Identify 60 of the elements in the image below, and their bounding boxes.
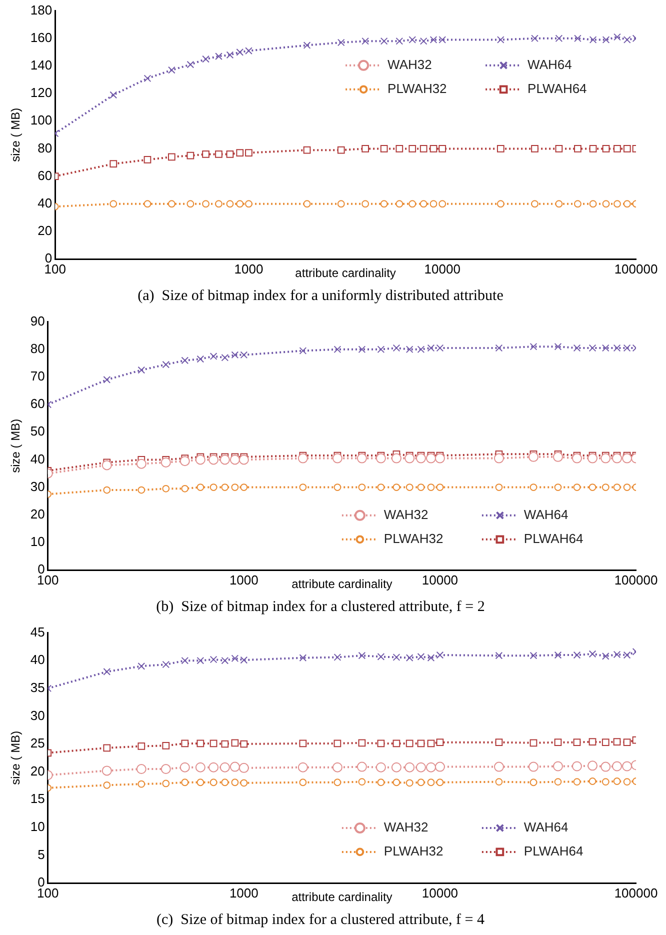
y-axis-title: size ( MB) xyxy=(8,730,23,785)
y-tick-label: 0 xyxy=(44,250,52,266)
y-tick-label: 160 xyxy=(30,30,52,45)
y-tick-label: 30 xyxy=(30,478,45,494)
legend-label: WAH64 xyxy=(528,56,572,72)
x-tick-label: 1000 xyxy=(229,885,258,900)
x-tick-label: 1000 xyxy=(234,261,264,276)
y-tick-label: 120 xyxy=(30,85,52,100)
y-tick-label: 25 xyxy=(30,736,45,751)
y-tick-label: 60 xyxy=(30,396,45,412)
legend-label: WAH32 xyxy=(384,820,428,835)
y-tick-label: 20 xyxy=(30,763,45,778)
y-tick-label: 10 xyxy=(30,818,45,834)
x-axis-title: attribute cardinality xyxy=(292,890,392,904)
y-tick-label: 90 xyxy=(30,313,45,328)
x-tick-label: 100000 xyxy=(614,572,658,588)
legend-label: WAH32 xyxy=(388,56,432,72)
text: (a) Size of bitmap index for a uniformly distributed attribute xyxy=(138,288,504,304)
y-tick-label: 20 xyxy=(30,506,45,522)
x-axis-title: attribute cardinality xyxy=(295,266,396,280)
y-tick-label: 45 xyxy=(30,624,45,640)
x-tick-label: 10000 xyxy=(422,885,458,900)
y-tick-label: 40 xyxy=(30,652,45,668)
y-tick-label: 180 xyxy=(30,2,52,18)
legend-label: PLWAH32 xyxy=(388,80,447,96)
x-tick-label: 10000 xyxy=(422,572,458,588)
text: (b) Size of bitmap index for a clustered attribute, f = 2 xyxy=(156,598,485,615)
legend-label: PLWAH64 xyxy=(524,844,584,859)
y-tick-label: 70 xyxy=(30,368,45,384)
x-tick-label: 100000 xyxy=(614,885,658,900)
y-tick-label: 30 xyxy=(30,708,45,723)
legend-label: PLWAH32 xyxy=(384,530,444,546)
legend-label: WAH64 xyxy=(524,820,568,835)
y-axis-title: size ( MB) xyxy=(8,418,23,473)
y-tick-label: 10 xyxy=(30,534,45,549)
x-tick-label: 100000 xyxy=(614,261,658,276)
y-tick-label: 50 xyxy=(30,424,45,439)
legend-label: PLWAH64 xyxy=(528,80,587,96)
legend-label: WAH32 xyxy=(384,506,428,522)
x-tick-label: 10000 xyxy=(424,261,460,276)
x-tick-label: 1000 xyxy=(229,572,258,588)
y-tick-label: 140 xyxy=(30,58,52,73)
legend-label: PLWAH64 xyxy=(524,530,584,546)
y-tick-label: 40 xyxy=(38,195,52,210)
y-tick-label: 0 xyxy=(38,562,45,577)
legend-label: WAH64 xyxy=(524,506,568,522)
y-tick-label: 100 xyxy=(30,112,52,128)
y-axis-title: size ( MB) xyxy=(8,108,23,162)
y-tick-label: 20 xyxy=(38,223,52,238)
x-axis-title: attribute cardinality xyxy=(292,577,392,592)
y-tick-label: 80 xyxy=(30,340,45,356)
y-tick-label: 80 xyxy=(38,140,52,156)
y-tick-label: 5 xyxy=(38,846,45,862)
legend-label: PLWAH32 xyxy=(384,844,444,859)
y-tick-label: 35 xyxy=(30,680,45,695)
y-tick-label: 40 xyxy=(30,451,45,466)
text: (c) Size of bitmap index for a clustered attribute, f = 4 xyxy=(156,912,485,928)
y-tick-label: 15 xyxy=(30,791,45,806)
y-tick-label: 60 xyxy=(38,168,52,183)
y-tick-label: 0 xyxy=(38,874,45,890)
